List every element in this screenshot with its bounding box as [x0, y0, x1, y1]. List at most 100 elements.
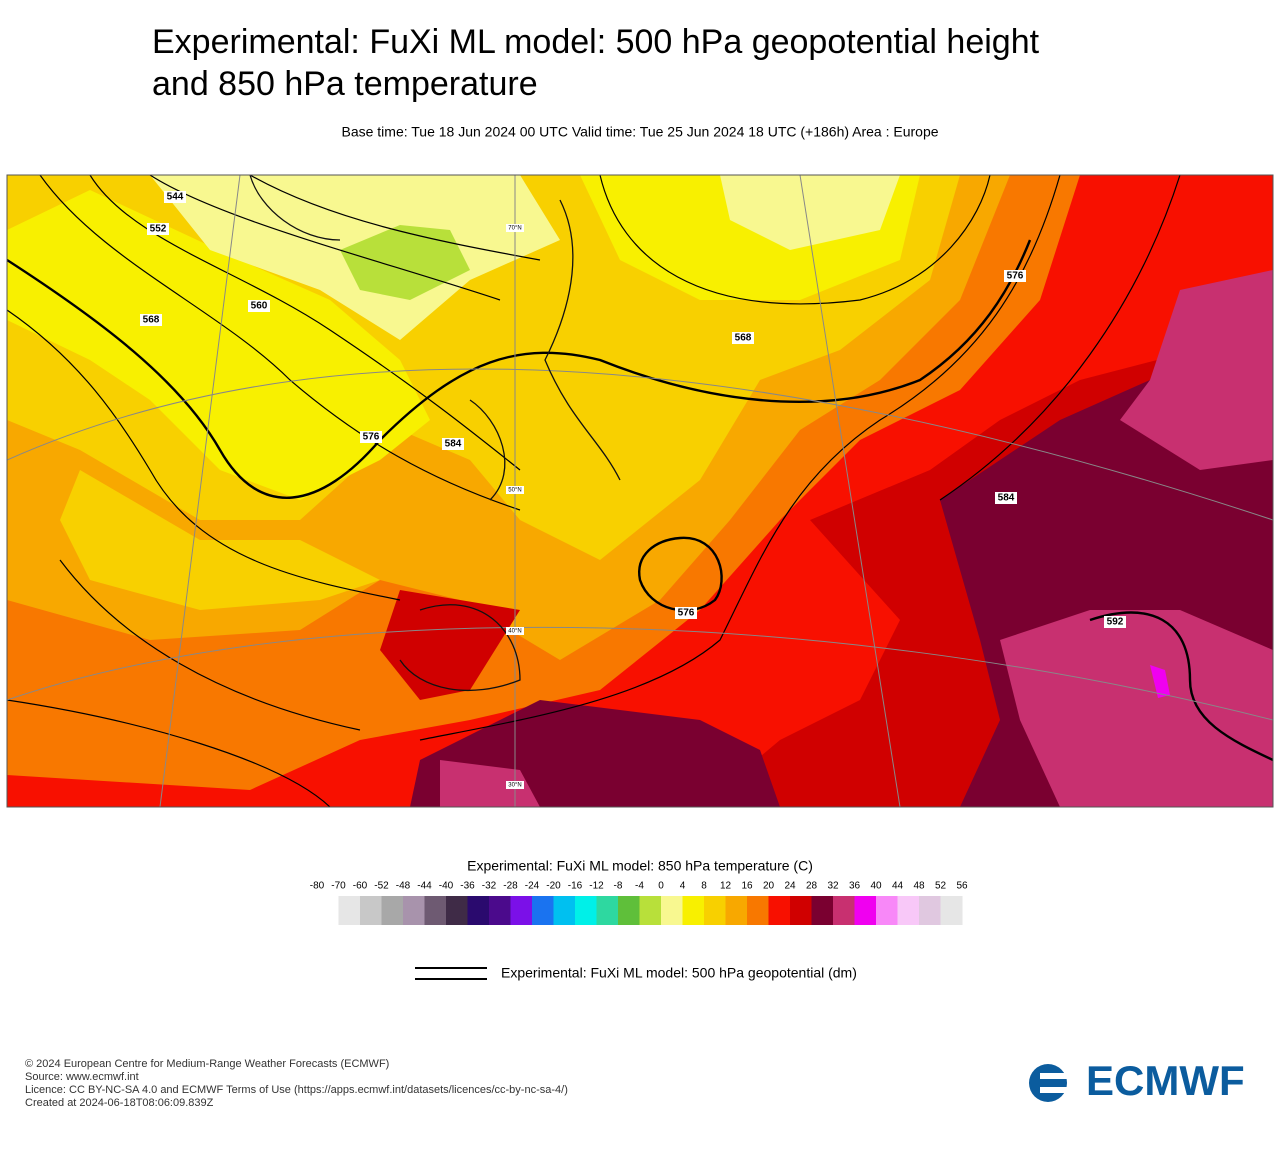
colorbar-tick-label: 28 [806, 881, 818, 892]
legend-label: Experimental: FuXi ML model: 500 hPa geo… [501, 965, 857, 981]
contour-label-box [675, 607, 697, 619]
colorbar-swatch [876, 896, 898, 925]
colorbar-tick-label: -44 [417, 881, 432, 892]
colorbar-swatch [553, 896, 576, 925]
contour-label: 552 [150, 224, 167, 235]
contour-label-box [140, 314, 162, 326]
colorbar-swatch [747, 896, 769, 925]
colorbar-tick-label: 8 [701, 881, 707, 892]
contour-label: 560 [251, 301, 268, 312]
colorbar-tick-label: -36 [460, 881, 475, 892]
map: 544 552 568 560 576 584 568 576 576 584 592 70°N 50°… [7, 175, 1273, 807]
colorbar-swatch [596, 896, 619, 925]
contour-label: 584 [445, 439, 462, 450]
colorbar-tick-label: -28 [503, 881, 518, 892]
map-frame [6, 174, 1274, 808]
latitude-label-box [506, 781, 524, 789]
latitude-label: 30°N [508, 783, 521, 789]
colorbar-swatch [811, 896, 834, 925]
contour-label: 568 [735, 333, 752, 344]
colorbar-swatch [661, 896, 683, 925]
footer-line: Created at 2024-06-18T08:06:09.839Z [25, 1097, 214, 1109]
colorbar-swatch [489, 896, 511, 925]
colorbar-swatch [940, 896, 963, 925]
colorbar-tick-label: -52 [374, 881, 389, 892]
colorbar-tick-label: 32 [827, 881, 839, 892]
colorbar-swatch [510, 896, 533, 925]
colorbar-tick-label: 0 [658, 881, 664, 892]
latitude-label: 70°N [508, 226, 521, 232]
contour-label: 576 [363, 432, 380, 443]
colorbar-swatch [725, 896, 748, 925]
logo-text: ECMWF [1086, 1057, 1245, 1104]
colorbar-swatch [403, 896, 425, 925]
colorbar-swatch [919, 896, 941, 925]
colorbar-tick-label: -24 [525, 881, 540, 892]
colorbar-tick-label: -32 [482, 881, 497, 892]
contour-label-box [147, 223, 169, 235]
contour-label-box [732, 332, 754, 344]
colorbar-tick-label: 52 [935, 881, 947, 892]
colorbar-swatch [768, 896, 791, 925]
footer-line: Source: www.ecmwf.int [25, 1071, 139, 1083]
contour-label-box [1104, 616, 1126, 628]
colorbar-tick-label: 20 [763, 881, 775, 892]
colorbar-tick-label: -70 [331, 881, 346, 892]
colorbar-tick-label: 24 [784, 881, 796, 892]
colorbar-swatch [897, 896, 920, 925]
colorbar-swatch [833, 896, 855, 925]
colorbar-tick-label: 4 [680, 881, 686, 892]
colorbar-tick-label: -16 [568, 881, 583, 892]
colorbar-swatch [575, 896, 597, 925]
contour-label: 584 [998, 493, 1015, 504]
latitude-label: 50°N [508, 488, 521, 494]
colorbar-swatch [854, 896, 877, 925]
contour-label-box [1004, 270, 1026, 282]
colorbar-swatch [338, 896, 361, 925]
subtitle: Base time: Tue 18 Jun 2024 00 UTC Valid … [341, 124, 938, 140]
contour-label: 568 [143, 315, 160, 326]
colorbar-tick-label: -80 [310, 881, 325, 892]
contour-label: 576 [678, 608, 695, 619]
contour-label-box [442, 438, 464, 450]
title-line: Experimental: FuXi ML model: 500 hPa geo… [152, 23, 1040, 61]
latitude-label-box [506, 627, 524, 635]
contour-label-box [995, 492, 1017, 504]
colorbar-tick-label: 48 [913, 881, 925, 892]
colorbar-tick-label: -12 [589, 881, 604, 892]
colorbar-tick-label: -4 [635, 881, 644, 892]
contour-label: 544 [167, 192, 184, 203]
latitude-label-box [506, 224, 524, 232]
contour-label-box [360, 431, 382, 443]
colorbar-swatch [360, 896, 382, 925]
colorbar-swatch [381, 896, 404, 925]
colorbar-swatch [618, 896, 640, 925]
colorbar-tick-label: -48 [396, 881, 411, 892]
colorbar-tick-label: -60 [353, 881, 368, 892]
colorbar-swatch [446, 896, 468, 925]
contour-label-box [164, 191, 186, 203]
latitude-label: 40°N [508, 629, 521, 635]
contour-label-box [248, 300, 270, 312]
title-line: and 850 hPa temperature [152, 65, 538, 103]
contour-label: 592 [1107, 617, 1124, 628]
colorbar-tick-label: 44 [892, 881, 904, 892]
colorbar-swatch [532, 896, 554, 925]
colorbar-swatch [682, 896, 705, 925]
colorbar-tick-label: -8 [614, 881, 623, 892]
colorbar-tick-label: 36 [849, 881, 861, 892]
colorbar-swatch [424, 896, 447, 925]
contour-label: 576 [1007, 271, 1024, 282]
footer-line: Licence: CC BY-NC-SA 4.0 and ECMWF Terms… [25, 1084, 568, 1096]
colorbar-tick-label: -20 [546, 881, 561, 892]
colorbar-swatch [467, 896, 490, 925]
colorbar-tick-label: -40 [439, 881, 454, 892]
colorbar-title: Experimental: FuXi ML model: 850 hPa tem… [467, 858, 813, 874]
colorbar-tick-label: 12 [720, 881, 732, 892]
colorbar-tick-label: 40 [870, 881, 882, 892]
geopotential-contours [7, 175, 1181, 807]
footer-line: © 2024 European Centre for Medium-Range … [25, 1058, 389, 1070]
colorbar-tick-label: 16 [741, 881, 753, 892]
